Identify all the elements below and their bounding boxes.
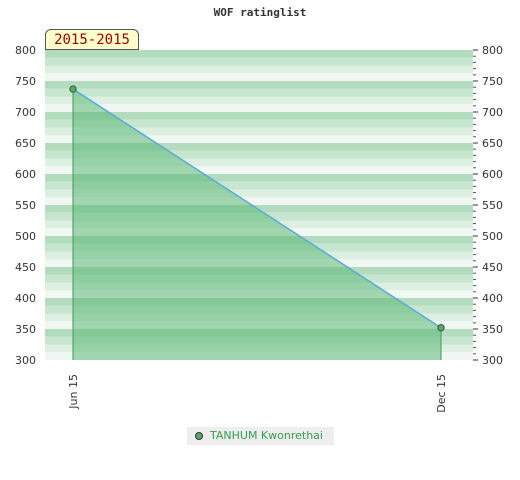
- y-tick-label-right: 750: [482, 75, 503, 88]
- x-tick-label: Dec 15: [435, 374, 448, 413]
- grid-band: [45, 73, 473, 81]
- y-tick-label-right: 400: [482, 292, 503, 305]
- y-tick-label-left: 400: [15, 292, 36, 305]
- grid-band: [45, 57, 473, 66]
- legend-label: TANHUM Kwonrethai: [210, 429, 323, 442]
- legend-marker: [195, 432, 203, 440]
- y-tick-label-right: 550: [482, 199, 503, 212]
- y-tick-label-right: 700: [482, 106, 503, 119]
- grid-band: [45, 112, 473, 120]
- grid-band: [45, 135, 473, 143]
- y-tick-label-right: 600: [482, 168, 503, 181]
- y-tick-label-left: 450: [15, 261, 36, 274]
- grid-band: [45, 88, 473, 97]
- grid-band: [45, 104, 473, 112]
- legend[interactable]: TANHUM Kwonrethai: [187, 427, 334, 445]
- grid-band: [45, 158, 473, 167]
- series-line: [72, 88, 442, 329]
- y-tick-label-left: 500: [15, 230, 36, 243]
- grid-band: [45, 197, 473, 205]
- y-tick-label-right: 300: [482, 354, 503, 367]
- data-point: [437, 324, 445, 332]
- grid-band: [45, 174, 473, 182]
- grid-band: [45, 181, 473, 190]
- grid-band: [45, 96, 473, 105]
- chart-title: WOF ratinglist: [213, 6, 307, 19]
- grid-band: [45, 65, 473, 74]
- period-badge: 2015-2015: [45, 29, 139, 50]
- y-tick-label-left: 600: [15, 168, 36, 181]
- y-tick-label-left: 550: [15, 199, 36, 212]
- y-tick-label-right: 800: [482, 44, 503, 57]
- grid-band: [45, 81, 473, 89]
- grid-band: [45, 127, 473, 136]
- grid-band: [45, 166, 473, 174]
- y-tick-label-right: 500: [482, 230, 503, 243]
- y-tick-label-right: 650: [482, 137, 503, 150]
- data-point: [69, 85, 77, 93]
- y-tick-label-left: 350: [15, 323, 36, 336]
- grid-band: [45, 50, 473, 58]
- series-area: [73, 89, 441, 360]
- y-tick-label-right: 450: [482, 261, 503, 274]
- y-tick-label-left: 300: [15, 354, 36, 367]
- grid-band: [45, 143, 473, 151]
- grid-band: [45, 119, 473, 128]
- grid-band: [45, 150, 473, 159]
- y-tick-label-left: 750: [15, 75, 36, 88]
- y-tick-label-right: 350: [482, 323, 503, 336]
- grid-band: [45, 189, 473, 198]
- y-tick-label-left: 800: [15, 44, 36, 57]
- y-tick-label-left: 700: [15, 106, 36, 119]
- x-tick-label: Jun 15: [67, 374, 80, 410]
- y-tick-label-left: 650: [15, 137, 36, 150]
